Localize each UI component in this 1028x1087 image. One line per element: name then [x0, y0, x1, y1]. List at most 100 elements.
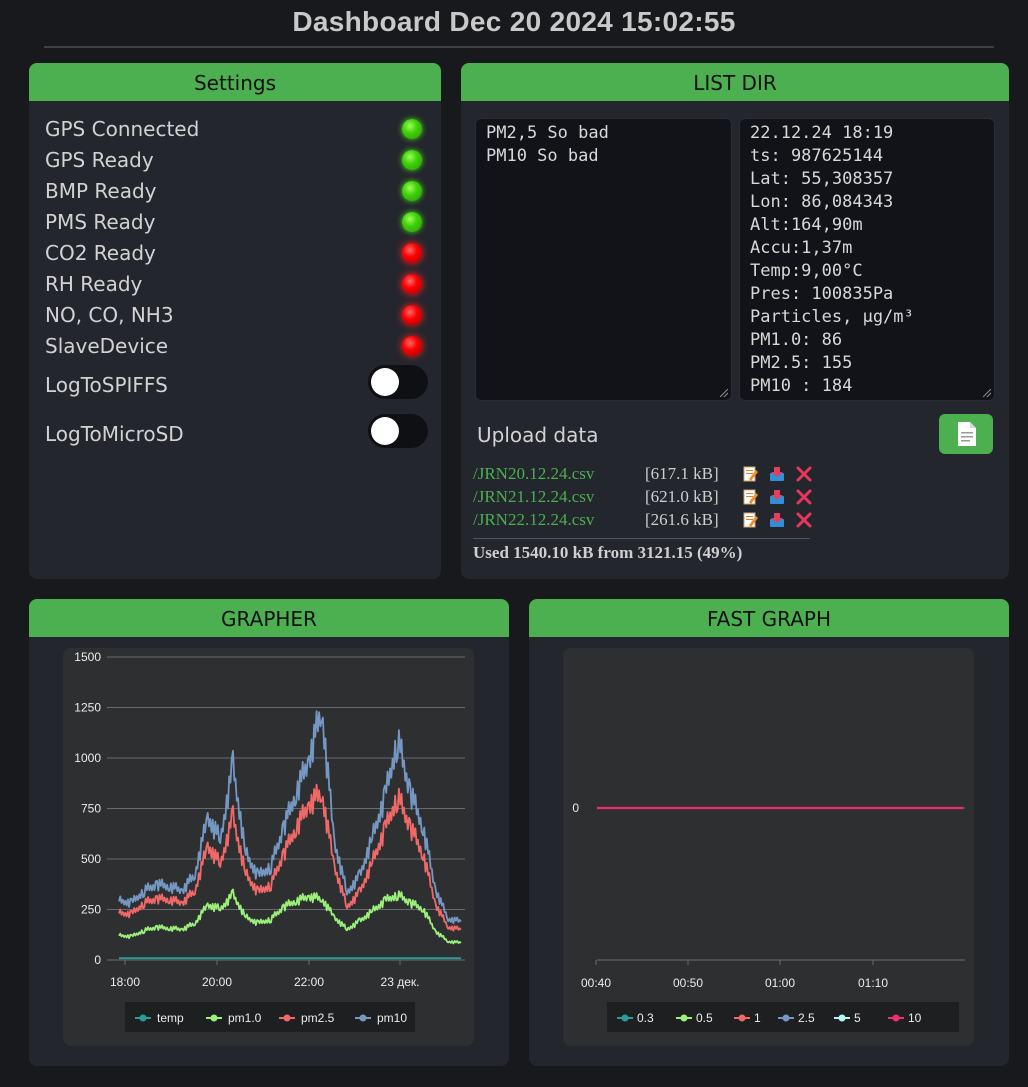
status-label-no-co-nh3: NO, CO, NH3	[45, 303, 174, 327]
x-tick-label: 18:00	[110, 975, 140, 989]
x-tick-label: 23 дек.	[381, 975, 420, 989]
toggle-knob	[371, 368, 399, 396]
legend-marker	[782, 1014, 790, 1022]
x-tick-label: 01:00	[765, 976, 795, 990]
legend-marker	[359, 1014, 367, 1022]
grapher-chart: 0 250 500 750 1000 1250 1500 18:00 20:00 22:00 23 …	[74, 650, 465, 1032]
file-size: [261.6 kB]	[645, 510, 719, 529]
series-line-pm2-5	[118, 783, 462, 932]
status-label-co2-ready: CO2 Ready	[45, 241, 156, 265]
legend-label[interactable]: pm2.5	[301, 1011, 335, 1025]
series-line-pm1-0	[118, 888, 462, 945]
file-row: /JRN21.12.24.csv [621.0 kB]	[473, 486, 813, 508]
status-label-gps-connected: GPS Connected	[45, 117, 200, 141]
grapher-panel: GRAPHER 0 250 500 750 1000 1250 1500 18:00 20:00…	[29, 599, 509, 1066]
status-led-gps-ready	[402, 150, 422, 170]
title-divider	[44, 46, 994, 48]
y-tick-label: 250	[81, 903, 101, 917]
series-line-pm10	[118, 710, 462, 925]
file-row: /JRN20.12.24.csv [617.1 kB]	[473, 463, 813, 485]
y-tick-label: 1000	[74, 751, 101, 765]
delete-icon[interactable]	[795, 511, 813, 529]
status-label-gps-ready: GPS Ready	[45, 148, 154, 172]
fastgraph-chart-area: 0 00:40 00:50 01:00 01:10 0.3 0.5 1 2.5 5 10	[563, 648, 974, 1046]
edit-icon[interactable]	[741, 465, 759, 483]
settings-header: Settings	[29, 63, 441, 101]
status-led-gps-connected	[402, 119, 422, 139]
edit-icon[interactable]	[741, 511, 759, 529]
status-led-bmp-ready	[402, 181, 422, 201]
usage-divider	[473, 538, 810, 539]
file-link[interactable]: /JRN22.12.24.csv	[473, 510, 595, 529]
x-tick-label: 22:00	[294, 975, 324, 989]
file-icon	[958, 422, 976, 446]
y-tick-label: 1250	[74, 701, 101, 715]
legend-marker	[210, 1014, 218, 1022]
toggle-label-logtomicrosd: LogToMicroSD	[45, 422, 184, 446]
legend-label[interactable]: pm1.0	[228, 1011, 262, 1025]
file-link[interactable]: /JRN20.12.24.csv	[473, 464, 595, 483]
fastgraph-panel: FAST GRAPH 0 00:40 00:50 01:00 01:10 0.3 0.5 1 2…	[529, 599, 1009, 1066]
file-size: [617.1 kB]	[645, 464, 719, 483]
settings-panel: Settings GPS Connected GPS Ready BMP Ready…	[29, 63, 441, 579]
legend-label[interactable]: 2.5	[798, 1011, 815, 1025]
legend-label[interactable]: 0.5	[696, 1011, 713, 1025]
file-row: /JRN22.12.24.csv [261.6 kB]	[473, 509, 813, 531]
legend-marker	[621, 1014, 629, 1022]
legend-marker	[139, 1014, 147, 1022]
x-tick-label: 01:10	[858, 976, 888, 990]
status-label-bmp-ready: BMP Ready	[45, 179, 157, 203]
legend-label[interactable]: 5	[854, 1011, 861, 1025]
legend-label[interactable]: 1	[754, 1011, 761, 1025]
status-led-pms-ready	[402, 212, 422, 232]
grapher-header: GRAPHER	[29, 599, 509, 637]
status-led-slavedevice	[402, 336, 422, 356]
status-label-rh-ready: RH Ready	[45, 272, 143, 296]
legend-label[interactable]: temp	[157, 1011, 184, 1025]
listdir-header: LIST DIR	[461, 63, 1009, 101]
y-tick-label: 500	[81, 852, 101, 866]
legend-label[interactable]: 10	[908, 1011, 922, 1025]
status-led-no-co-nh3	[402, 305, 422, 325]
upload-button[interactable]	[939, 414, 993, 454]
y-tick-label: 0	[572, 801, 579, 815]
status-led-rh-ready	[402, 274, 422, 294]
legend-label[interactable]: pm10	[377, 1011, 407, 1025]
readings-textarea[interactable]: 22.12.24 18:19 ts: 987625144 Lat: 55,308…	[739, 118, 995, 401]
upload-data-label: Upload data	[477, 423, 599, 447]
file-link[interactable]: /JRN21.12.24.csv	[473, 487, 595, 506]
status-label-pms-ready: PMS Ready	[45, 210, 156, 234]
delete-icon[interactable]	[795, 488, 813, 506]
grapher-legend: temp pm1.0 pm2.5 pm10	[125, 1002, 415, 1032]
toggle-label-logtospiffs: LogToSPIFFS	[45, 373, 168, 397]
y-tick-label: 750	[81, 802, 101, 816]
legend-marker	[838, 1014, 846, 1022]
grapher-chart-area: 0 250 500 750 1000 1250 1500 18:00 20:00 22:00 23 …	[63, 648, 474, 1046]
legend-label[interactable]: 0.3	[637, 1011, 654, 1025]
y-tick-label: 0	[94, 953, 101, 967]
storage-usage: Used 1540.10 kB from 3121.15 (49%)	[473, 543, 743, 562]
x-tick-label: 20:00	[202, 975, 232, 989]
legend-marker	[283, 1014, 291, 1022]
edit-icon[interactable]	[741, 488, 759, 506]
y-tick-label: 1500	[74, 650, 101, 664]
x-tick-label: 00:50	[673, 976, 703, 990]
file-size: [621.0 kB]	[645, 487, 719, 506]
messages-textarea[interactable]: PM2,5 So bad PM10 So bad	[475, 118, 732, 401]
resize-grip[interactable]	[720, 389, 728, 397]
download-icon[interactable]	[768, 488, 786, 506]
delete-icon[interactable]	[795, 465, 813, 483]
legend-marker	[738, 1014, 746, 1022]
download-icon[interactable]	[768, 465, 786, 483]
toggle-knob	[371, 417, 399, 445]
download-icon[interactable]	[768, 511, 786, 529]
listdir-panel: LIST DIR PM2,5 So bad PM10 So bad 22.12.…	[461, 63, 1009, 579]
legend-marker	[892, 1014, 900, 1022]
logtomicrosd-toggle[interactable]	[368, 414, 428, 448]
legend-marker	[680, 1014, 688, 1022]
page-title: Dashboard Dec 20 2024 15:02:55	[292, 6, 736, 37]
resize-grip[interactable]	[983, 389, 991, 397]
fastgraph-header: FAST GRAPH	[529, 599, 1009, 637]
logtospiffs-toggle[interactable]	[368, 365, 428, 399]
fastgraph-legend: 0.3 0.5 1 2.5 5 10	[607, 1002, 959, 1032]
